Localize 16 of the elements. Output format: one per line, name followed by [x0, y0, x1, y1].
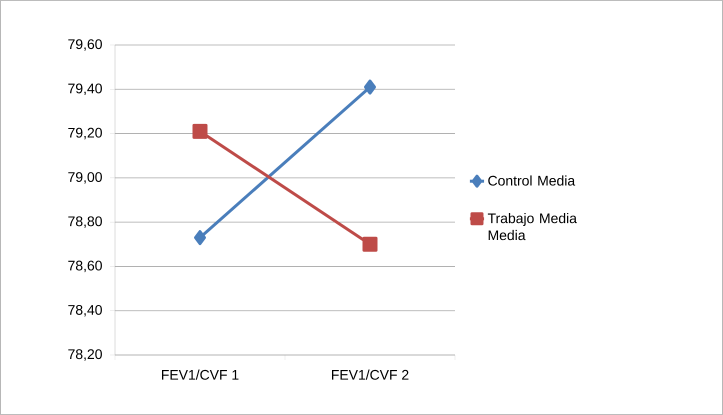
y-tick-label: 79,00 [68, 172, 102, 184]
point [364, 80, 376, 95]
point [194, 230, 206, 246]
x-tick-label: FEV1/CVF 1 [162, 370, 238, 380]
legend-label: Control Media [488, 175, 576, 186]
y-tick-label: 79,60 [68, 39, 102, 51]
y-tick-label: 78,80 [68, 216, 102, 228]
y-tick-label: 79,40 [68, 84, 102, 96]
y-tick-label: 78,40 [68, 304, 102, 316]
x-tick-label: FEV1/CVF 2 [332, 370, 408, 380]
point [362, 236, 378, 252]
y-tick-label: 78,20 [68, 349, 102, 361]
point [192, 124, 208, 139]
y-tick-label: 79,20 [68, 128, 102, 140]
legend-label: Trabajo Media Media [488, 212, 577, 240]
y-tick-label: 78,60 [68, 260, 102, 272]
